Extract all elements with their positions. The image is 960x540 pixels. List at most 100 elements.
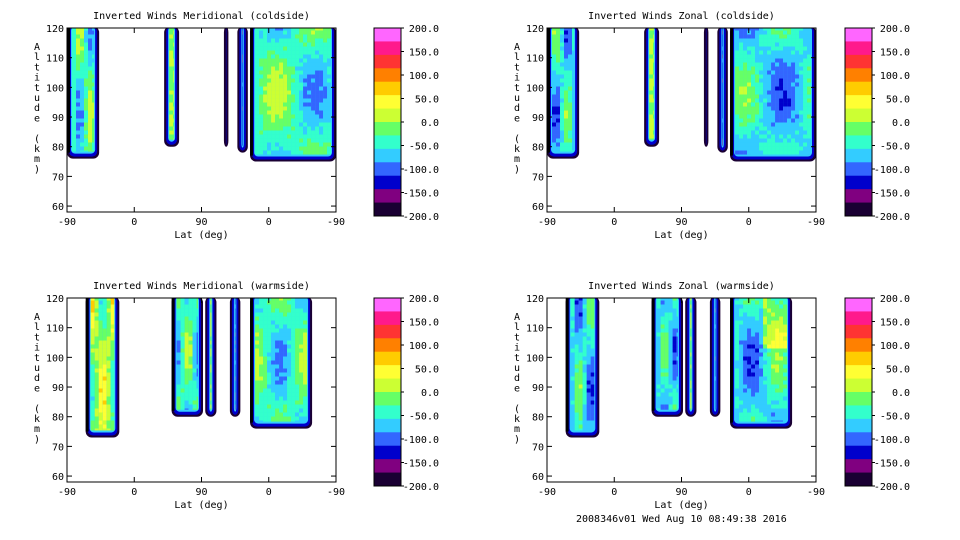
data-cell bbox=[311, 90, 316, 95]
data-cell bbox=[267, 320, 272, 325]
data-cell bbox=[267, 134, 272, 139]
data-cell bbox=[110, 396, 115, 401]
data-cell bbox=[267, 316, 272, 321]
data-cell bbox=[90, 348, 95, 353]
data-cell bbox=[570, 388, 575, 393]
data-cell bbox=[556, 130, 560, 135]
data-cell bbox=[259, 384, 264, 389]
data-cell bbox=[578, 348, 583, 353]
data-cell bbox=[173, 130, 175, 135]
data-cell bbox=[564, 58, 568, 63]
data-cell bbox=[795, 134, 800, 139]
data-cell bbox=[751, 54, 756, 59]
data-cell bbox=[787, 66, 792, 71]
data-cell bbox=[295, 150, 300, 155]
data-cell bbox=[271, 384, 276, 389]
data-cell bbox=[759, 368, 764, 373]
data-cell bbox=[660, 298, 665, 301]
data-cell bbox=[560, 118, 564, 123]
data-cell bbox=[590, 420, 595, 425]
data-cell bbox=[759, 74, 764, 79]
data-cell bbox=[275, 54, 280, 59]
data-cell bbox=[287, 142, 292, 147]
data-cell bbox=[799, 146, 804, 151]
data-cell bbox=[735, 348, 740, 353]
y-axis-label-char: u bbox=[34, 93, 40, 104]
data-cell bbox=[743, 384, 748, 389]
panel-4: Inverted Winds Zonal (warmside)607080901… bbox=[514, 281, 910, 511]
data-cell bbox=[586, 420, 591, 425]
data-cell bbox=[283, 142, 288, 147]
data-cell bbox=[259, 102, 264, 107]
data-band bbox=[730, 28, 816, 162]
data-cell bbox=[323, 134, 328, 139]
data-cell bbox=[743, 142, 748, 147]
data-cell bbox=[279, 82, 284, 87]
data-cell bbox=[735, 304, 740, 309]
data-cell bbox=[291, 328, 296, 333]
data-cell bbox=[311, 74, 316, 79]
data-cell bbox=[570, 324, 575, 329]
colorbar-tick-label: -150.0 bbox=[403, 189, 439, 200]
data-cell bbox=[771, 54, 776, 59]
colorbar-tick-label: 150.0 bbox=[409, 48, 439, 59]
data-cell bbox=[759, 360, 764, 365]
data-cell bbox=[783, 388, 788, 393]
data-cell bbox=[295, 420, 300, 422]
data-cell bbox=[747, 98, 752, 103]
data-cell bbox=[315, 150, 320, 155]
data-cell bbox=[763, 66, 768, 71]
data-cell bbox=[572, 130, 575, 135]
data-cell bbox=[263, 304, 268, 309]
data-cell bbox=[775, 62, 780, 67]
data-cell bbox=[102, 368, 107, 373]
data-cell bbox=[323, 58, 328, 63]
data-cell bbox=[807, 134, 811, 139]
data-cell bbox=[267, 332, 272, 337]
data-cell bbox=[283, 388, 288, 393]
panel-title: Inverted Winds Meridional (coldside) bbox=[93, 11, 310, 22]
data-cell bbox=[84, 78, 88, 83]
data-cell bbox=[739, 372, 744, 377]
data-cell bbox=[287, 420, 292, 422]
data-cell bbox=[787, 90, 792, 95]
data-cell bbox=[319, 86, 324, 91]
data-cell bbox=[271, 404, 276, 409]
data-cell bbox=[775, 138, 780, 143]
data-cell bbox=[110, 332, 115, 337]
data-cell bbox=[656, 328, 661, 333]
band-contour bbox=[651, 298, 655, 411]
data-cell bbox=[98, 372, 103, 377]
data-cell bbox=[795, 78, 800, 83]
data-cell bbox=[791, 28, 796, 31]
data-cell bbox=[751, 404, 756, 409]
data-cell bbox=[771, 376, 776, 381]
data-cell bbox=[299, 308, 304, 313]
data-cell bbox=[271, 82, 276, 87]
data-cell bbox=[574, 332, 579, 337]
data-cell bbox=[169, 58, 174, 63]
data-cell bbox=[188, 368, 193, 373]
data-cell bbox=[283, 58, 288, 63]
y-axis-label-char: l bbox=[34, 322, 40, 333]
data-cell bbox=[303, 364, 308, 369]
y-axis-label-char: l bbox=[514, 322, 520, 333]
data-cell bbox=[572, 82, 575, 87]
data-cell bbox=[188, 304, 193, 309]
data-cell bbox=[791, 126, 796, 131]
data-cell bbox=[807, 46, 811, 51]
data-cell bbox=[739, 408, 744, 413]
y-tick-label: 100 bbox=[46, 83, 64, 94]
data-cell bbox=[259, 38, 264, 43]
data-cell bbox=[582, 368, 587, 373]
data-cell bbox=[287, 102, 292, 107]
y-axis-label-char: e bbox=[514, 113, 520, 124]
data-cell bbox=[259, 420, 264, 422]
data-cell bbox=[751, 130, 756, 135]
data-cell bbox=[84, 122, 88, 127]
data-cell bbox=[295, 126, 300, 131]
data-cell bbox=[656, 368, 661, 373]
data-cell bbox=[279, 70, 284, 75]
data-cell bbox=[102, 396, 107, 401]
data-cell bbox=[767, 106, 772, 111]
